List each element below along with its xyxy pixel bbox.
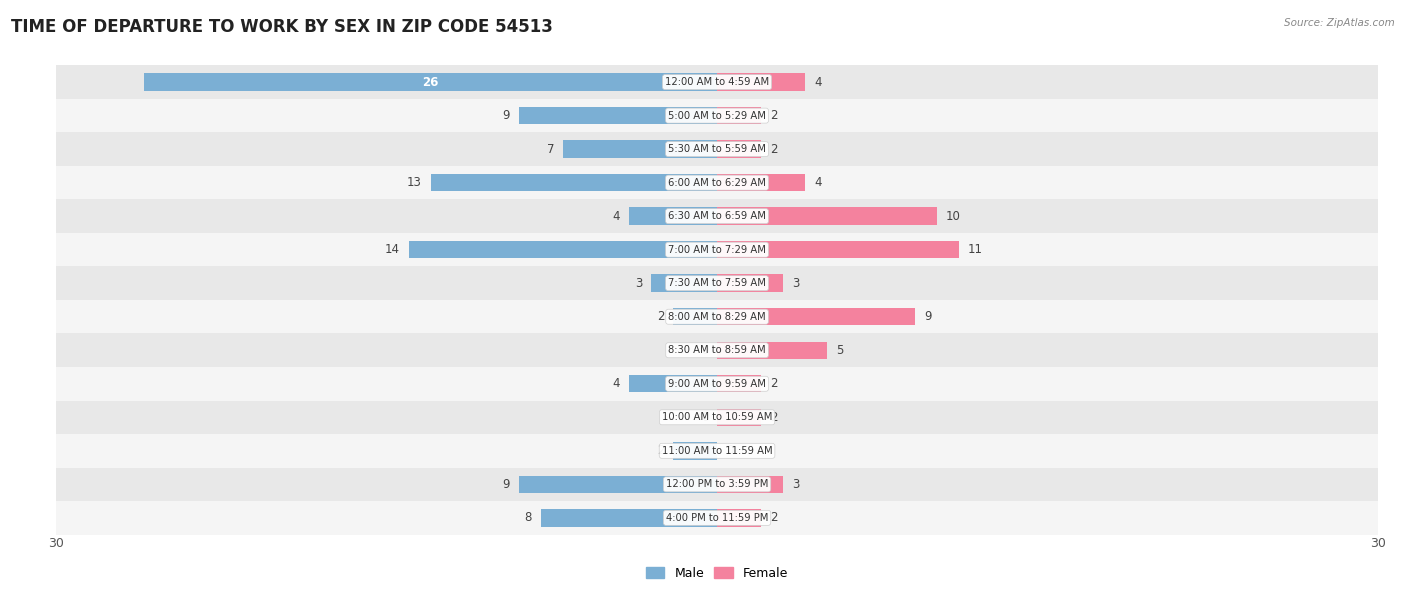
Text: 0: 0	[700, 344, 709, 357]
Legend: Male, Female: Male, Female	[641, 562, 793, 584]
Text: Source: ZipAtlas.com: Source: ZipAtlas.com	[1284, 18, 1395, 28]
Text: 3: 3	[792, 277, 800, 290]
Text: 26: 26	[423, 75, 439, 89]
Bar	[717, 409, 761, 426]
Text: 9: 9	[924, 310, 932, 323]
Text: 6:30 AM to 6:59 AM: 6:30 AM to 6:59 AM	[668, 211, 766, 221]
Text: 3: 3	[792, 478, 800, 491]
Text: 10: 10	[946, 210, 962, 223]
Text: 8: 8	[524, 511, 531, 525]
Bar	[717, 509, 761, 526]
Text: 2: 2	[770, 511, 778, 525]
Text: 2: 2	[657, 444, 664, 457]
Text: 7:00 AM to 7:29 AM: 7:00 AM to 7:29 AM	[668, 245, 766, 255]
Bar	[717, 140, 761, 158]
Bar	[628, 375, 717, 393]
Text: 2: 2	[770, 411, 778, 424]
Text: 13: 13	[406, 176, 422, 189]
Bar	[56, 400, 1378, 434]
Bar	[56, 434, 1378, 467]
Text: 12:00 PM to 3:59 PM: 12:00 PM to 3:59 PM	[666, 479, 768, 489]
Text: 8:00 AM to 8:29 AM: 8:00 AM to 8:29 AM	[668, 312, 766, 322]
Text: 2: 2	[770, 143, 778, 156]
Text: 0: 0	[700, 411, 709, 424]
Text: 5: 5	[837, 344, 844, 357]
Text: 9:00 AM to 9:59 AM: 9:00 AM to 9:59 AM	[668, 379, 766, 388]
Bar	[673, 442, 717, 460]
Bar	[56, 65, 1378, 99]
Text: 11: 11	[969, 243, 983, 256]
Bar	[717, 174, 806, 191]
Bar	[717, 476, 783, 493]
Bar	[628, 207, 717, 225]
Bar	[717, 274, 783, 292]
Text: 14: 14	[385, 243, 399, 256]
Bar	[562, 140, 717, 158]
Text: 10:00 AM to 10:59 AM: 10:00 AM to 10:59 AM	[662, 412, 772, 422]
Text: 3: 3	[634, 277, 643, 290]
Text: 5:30 AM to 5:59 AM: 5:30 AM to 5:59 AM	[668, 144, 766, 154]
Bar	[717, 308, 915, 326]
Bar	[145, 74, 717, 91]
Bar	[56, 300, 1378, 333]
Text: 12:00 AM to 4:59 AM: 12:00 AM to 4:59 AM	[665, 77, 769, 87]
Text: 4: 4	[814, 75, 821, 89]
Bar	[673, 308, 717, 326]
Bar	[519, 476, 717, 493]
Text: 6:00 AM to 6:29 AM: 6:00 AM to 6:29 AM	[668, 178, 766, 188]
Bar	[56, 333, 1378, 367]
Text: 4: 4	[613, 377, 620, 390]
Bar	[717, 107, 761, 124]
Text: 4: 4	[613, 210, 620, 223]
Text: 9: 9	[502, 109, 510, 122]
Text: 7: 7	[547, 143, 554, 156]
Bar	[56, 467, 1378, 501]
Text: 4: 4	[814, 176, 821, 189]
Bar	[56, 132, 1378, 166]
Text: TIME OF DEPARTURE TO WORK BY SEX IN ZIP CODE 54513: TIME OF DEPARTURE TO WORK BY SEX IN ZIP …	[11, 18, 553, 36]
Text: 2: 2	[657, 310, 664, 323]
Bar	[56, 267, 1378, 300]
Text: 2: 2	[770, 109, 778, 122]
Bar	[56, 99, 1378, 132]
Bar	[430, 174, 717, 191]
Bar	[56, 233, 1378, 267]
Bar	[651, 274, 717, 292]
Bar	[717, 342, 827, 359]
Text: 0: 0	[725, 444, 734, 457]
Text: 8:30 AM to 8:59 AM: 8:30 AM to 8:59 AM	[668, 345, 766, 355]
Bar	[56, 367, 1378, 400]
Text: 5:00 AM to 5:29 AM: 5:00 AM to 5:29 AM	[668, 110, 766, 121]
Bar	[717, 207, 938, 225]
Bar	[56, 200, 1378, 233]
Text: 4:00 PM to 11:59 PM: 4:00 PM to 11:59 PM	[666, 513, 768, 523]
Text: 2: 2	[770, 377, 778, 390]
Bar	[409, 241, 717, 258]
Bar	[541, 509, 717, 526]
Bar	[717, 74, 806, 91]
Text: 9: 9	[502, 478, 510, 491]
Bar	[56, 501, 1378, 535]
Bar	[717, 375, 761, 393]
Bar	[56, 166, 1378, 200]
Text: 7:30 AM to 7:59 AM: 7:30 AM to 7:59 AM	[668, 278, 766, 288]
Text: 11:00 AM to 11:59 AM: 11:00 AM to 11:59 AM	[662, 446, 772, 456]
Bar	[519, 107, 717, 124]
Bar	[717, 241, 959, 258]
